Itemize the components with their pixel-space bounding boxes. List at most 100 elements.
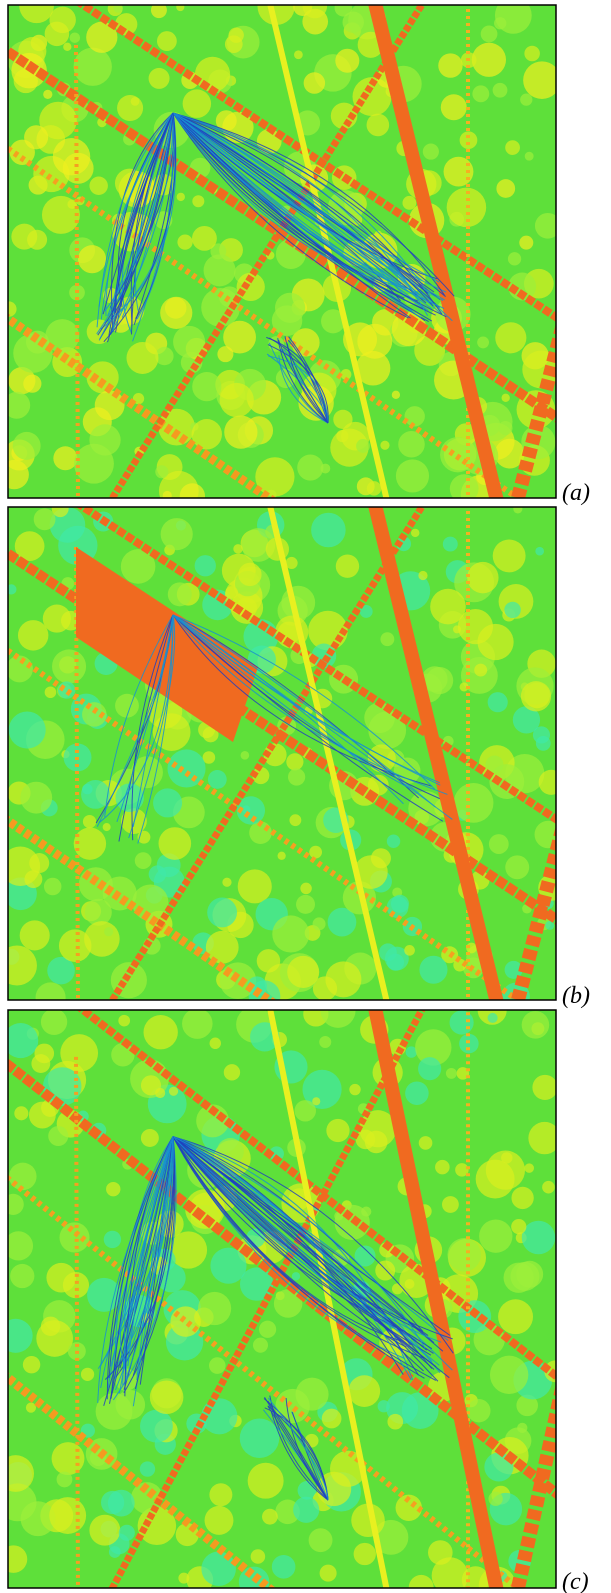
terrain-patch xyxy=(435,1160,450,1175)
terrain-patch xyxy=(533,726,550,743)
terrain-patch xyxy=(292,1272,300,1280)
terrain-patch xyxy=(255,457,294,496)
terrain-patch xyxy=(513,504,522,513)
terrain-patch xyxy=(539,770,564,795)
terrain-patch xyxy=(375,1261,395,1281)
terrain-patch xyxy=(18,620,48,650)
terrain-patch xyxy=(44,878,62,896)
terrain-patch xyxy=(423,144,439,160)
terrain-patch xyxy=(322,1409,342,1429)
terrain-patch xyxy=(404,945,415,956)
terrain-patch xyxy=(532,1075,557,1100)
terrain-patch xyxy=(272,1555,296,1579)
terrain-patch xyxy=(510,1262,539,1291)
terrain-patch xyxy=(365,1131,388,1154)
terrain-patch xyxy=(488,1492,502,1506)
terrain-patch xyxy=(498,421,512,435)
terrain-patch xyxy=(356,439,370,453)
terrain-patch xyxy=(70,32,81,43)
terrain-patch xyxy=(447,1238,480,1271)
terrain-patch xyxy=(48,1126,68,1146)
terrain-patch xyxy=(155,465,168,478)
terrain-patch xyxy=(26,1403,36,1413)
terrain-patch xyxy=(192,195,204,207)
terrain-patch xyxy=(520,94,532,106)
terrain-patch xyxy=(192,419,222,449)
terrain-patch xyxy=(170,1231,207,1268)
terrain-patch xyxy=(23,1356,40,1373)
terrain-patch xyxy=(504,602,520,618)
terrain-patch xyxy=(493,539,526,572)
terrain-patch xyxy=(336,555,359,578)
terrain-patch xyxy=(15,531,45,561)
terrain-patch xyxy=(251,1549,266,1564)
panel-label: (c) xyxy=(562,1569,589,1593)
terrain-patch xyxy=(398,431,425,458)
terrain-patch xyxy=(419,1136,433,1150)
terrain-patch xyxy=(81,1368,94,1381)
terrain-patch xyxy=(149,68,170,89)
terrain-patch xyxy=(525,152,534,161)
terrain-patch xyxy=(450,1010,474,1034)
panel-a xyxy=(0,0,568,525)
terrain-patch xyxy=(135,852,152,869)
terrain-patch xyxy=(126,342,158,374)
terrain-patch xyxy=(49,1497,86,1534)
terrain-patch xyxy=(319,1036,331,1048)
terrain-patch xyxy=(168,582,192,606)
panel-label: (b) xyxy=(562,983,590,1009)
terrain-patch xyxy=(224,415,257,448)
terrain-patch xyxy=(257,949,281,973)
terrain-patch xyxy=(106,1182,120,1196)
terrain-patch xyxy=(0,460,29,489)
terrain-patch xyxy=(150,1380,184,1414)
terrain-patch xyxy=(115,694,139,718)
terrain-patch xyxy=(380,441,389,450)
terrain-patch xyxy=(0,1319,33,1353)
terrain-patch xyxy=(460,131,478,149)
terrain-patch xyxy=(496,179,515,198)
terrain-patch xyxy=(313,917,326,930)
terrain-patch xyxy=(225,35,243,53)
terrain-patch xyxy=(144,1015,178,1049)
terrain-patch xyxy=(223,321,256,354)
terrain-patch xyxy=(222,878,231,887)
terrain-patch xyxy=(87,1278,121,1312)
terrain-patch xyxy=(524,1163,534,1173)
terrain-patch xyxy=(34,508,56,530)
terrain-patch xyxy=(404,406,424,426)
terrain-patch xyxy=(63,43,71,51)
terrain-patch xyxy=(367,114,390,137)
figure: (a) (b) (c) xyxy=(0,0,611,1593)
map xyxy=(0,497,568,1027)
terrain-patch xyxy=(488,692,508,712)
terrain-patch xyxy=(83,815,96,828)
terrain-patch xyxy=(78,245,106,273)
terrain-patch xyxy=(141,1075,161,1095)
terrain-patch xyxy=(495,322,526,353)
terrain-patch xyxy=(467,562,498,593)
terrain-patch xyxy=(522,1221,555,1254)
terrain-patch xyxy=(84,921,120,957)
terrain-patch xyxy=(3,1194,24,1215)
terrain-patch xyxy=(224,1064,240,1080)
terrain-patch xyxy=(387,954,404,971)
terrain-patch xyxy=(140,1410,173,1443)
terrain-patch xyxy=(104,1231,121,1248)
terrain-patch xyxy=(459,1034,479,1054)
terrain-patch xyxy=(23,375,41,393)
terrain-patch xyxy=(498,1299,533,1334)
terrain-patch xyxy=(490,1356,528,1394)
terrain-patch xyxy=(367,481,381,495)
panel-label: (a) xyxy=(562,480,590,506)
terrain-patch xyxy=(182,1008,213,1039)
terrain-patch xyxy=(29,1102,56,1129)
terrain-patch xyxy=(233,544,242,553)
terrain-patch xyxy=(472,85,489,102)
terrain-patch xyxy=(336,430,348,442)
terrain-patch xyxy=(176,3,184,11)
terrain-patch xyxy=(169,1087,178,1096)
terrain-patch xyxy=(225,586,238,599)
terrain-patch xyxy=(493,83,508,98)
terrain-patch xyxy=(109,1546,121,1558)
